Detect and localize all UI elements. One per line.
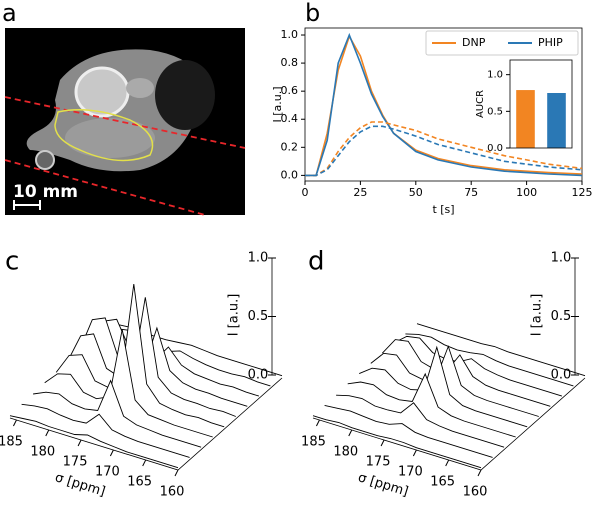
panel-label: a (2, 0, 17, 27)
y-tick-label: 0.4 (281, 112, 299, 125)
x-tick (109, 449, 114, 457)
spectrum-trace (9, 415, 179, 469)
z-tick-label: 1.0 (551, 251, 572, 266)
x-axis-label: t [s] (432, 203, 454, 216)
series-line (305, 125, 583, 177)
x-tick-label: 170 (95, 465, 120, 480)
x-tick (316, 419, 320, 427)
x-tick (445, 459, 450, 467)
x-tick (412, 449, 417, 457)
x-tick-label: 0 (302, 186, 309, 199)
x-tick-label: 180 (30, 445, 55, 460)
spectrum-trace (359, 345, 528, 428)
x-tick-label: 175 (63, 455, 88, 470)
y-tick-label: 0.8 (281, 56, 299, 69)
x-tick (380, 439, 385, 447)
x-tick-label: 100 (516, 186, 537, 199)
z-axis-label: I [a.u.] (227, 294, 242, 337)
panel-label: d (308, 247, 325, 277)
x-tick-label: 180 (333, 445, 358, 460)
z-tick-label: 0.0 (248, 368, 269, 383)
scale-bar-label: 10 mm (13, 182, 78, 202)
z-tick-label: 0.5 (551, 309, 572, 324)
spectrum-trace (393, 335, 563, 397)
y-tick-label: 0.0 (281, 168, 299, 181)
x-tick-label: 165 (430, 475, 455, 490)
z-tick-label: 0.5 (248, 309, 269, 324)
x-tick (348, 429, 353, 437)
legend-label: PHIP (538, 36, 563, 49)
x-tick (13, 419, 17, 427)
x-tick-label: 25 (353, 186, 367, 199)
spectrum-trace (381, 339, 551, 407)
series-line (305, 34, 583, 177)
x-tick (45, 429, 50, 437)
spectrum-trace (90, 318, 260, 397)
bar (516, 90, 535, 148)
y-tick-label: 1.0 (281, 28, 299, 41)
bar (547, 93, 566, 148)
x-tick-label: 170 (398, 465, 423, 480)
plot-frame (304, 27, 583, 182)
x-tick-label: 125 (572, 186, 593, 199)
x-tick-label: 75 (464, 186, 478, 199)
y-tick-label: 0.6 (281, 84, 299, 97)
spectrum-trace (405, 333, 574, 387)
x-tick-label: 160 (160, 485, 185, 500)
spectrum-trace (67, 297, 236, 417)
spectrum-trace (416, 323, 586, 377)
panel-label: b (305, 0, 320, 27)
x-tick-label: 185 (301, 435, 326, 450)
z-tick-label: 0.0 (551, 368, 572, 383)
y-tick-label: 0.2 (281, 140, 299, 153)
spectrum-trace (312, 415, 482, 469)
x-tick-label: 185 (0, 435, 23, 450)
x-tick-label: 165 (127, 475, 152, 490)
spectrum-trace (324, 404, 493, 458)
spectrum-trace (21, 403, 190, 458)
y-tick-label: 0.5 (487, 106, 503, 117)
x-tick-label: 175 (366, 455, 391, 470)
mri-image: 10 mm (4, 28, 246, 216)
z-tick-label: 1.0 (248, 251, 269, 266)
x-tick (174, 469, 179, 477)
z-axis-label: I [a.u.] (530, 294, 545, 337)
y-axis-label: AUCR (475, 90, 486, 118)
series-line (305, 121, 583, 177)
y-tick-label: 1.0 (487, 70, 503, 81)
x-tick-label: 50 (409, 186, 423, 199)
spectrum-trace (336, 394, 505, 448)
y-axis-label: I [a.u.] (271, 86, 284, 122)
x-tick-label: 160 (463, 485, 488, 500)
x-tick (477, 469, 482, 477)
spectrum-trace (370, 345, 539, 417)
spectrum-trace (33, 379, 202, 448)
panel-label: c (5, 247, 19, 277)
x-tick (142, 459, 147, 467)
legend-box (425, 30, 579, 56)
legend-label: DNP (462, 36, 486, 49)
spectrum-trace (347, 372, 516, 438)
spectrum-trace (44, 329, 213, 438)
series-line (305, 32, 583, 177)
spectrum-trace (55, 284, 225, 428)
x-tick (77, 439, 82, 447)
spectrum-trace (78, 317, 248, 407)
y-tick-label: 0.0 (487, 143, 503, 154)
inset-frame (509, 59, 573, 149)
